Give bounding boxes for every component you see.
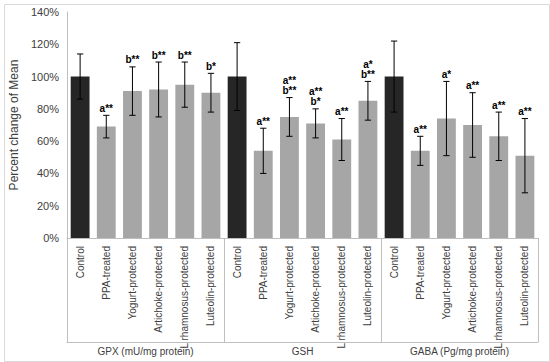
svg-text:a*: a*: [442, 69, 452, 80]
svg-text:Control: Control: [75, 246, 86, 278]
svg-text:100%: 100%: [31, 71, 59, 83]
svg-text:20%: 20%: [37, 200, 59, 212]
svg-text:a**: a**: [308, 86, 323, 98]
svg-text:a**: a**: [466, 80, 479, 91]
svg-text:b**: b**: [125, 54, 139, 65]
svg-text:60%: 60%: [37, 135, 59, 147]
svg-text:Percent change of Mean: Percent change of Mean: [7, 60, 21, 191]
svg-text:140%: 140%: [31, 6, 59, 18]
svg-text:40%: 40%: [37, 167, 59, 179]
svg-text:a**: a**: [282, 75, 297, 87]
svg-text:Artichoke-protected: Artichoke-protected: [467, 246, 478, 333]
svg-text:Luteolin-protected: Luteolin-protected: [362, 246, 373, 326]
svg-text:120%: 120%: [31, 38, 59, 50]
svg-text:Yogurt-protected: Yogurt-protected: [441, 246, 452, 320]
svg-text:Yogurt-protected: Yogurt-protected: [284, 246, 295, 320]
svg-text:Artichoke-protected: Artichoke-protected: [310, 246, 321, 333]
svg-text:Luteolin-protected: Luteolin-protected: [205, 246, 216, 326]
svg-text:Control: Control: [232, 246, 243, 278]
svg-text:Artichoke-protected: Artichoke-protected: [153, 246, 164, 333]
svg-text:L rhamnosus-protected: L rhamnosus-protected: [336, 246, 347, 348]
svg-text:a**: a**: [335, 106, 348, 117]
svg-text:PPA-treated: PPA-treated: [258, 246, 269, 300]
svg-text:L rhamnosus-protected: L rhamnosus-protected: [493, 246, 504, 348]
svg-text:a*: a*: [363, 58, 373, 70]
svg-text:80%: 80%: [37, 103, 59, 115]
svg-text:a**: a**: [100, 103, 113, 114]
svg-text:a**: a**: [414, 124, 427, 135]
svg-text:Control: Control: [389, 246, 400, 278]
svg-text:Yogurt-protected: Yogurt-protected: [127, 246, 138, 320]
svg-text:b**: b**: [178, 50, 192, 61]
svg-text:0%: 0%: [43, 232, 59, 244]
svg-text:b*: b*: [206, 61, 216, 72]
svg-text:b**: b**: [152, 50, 166, 61]
svg-text:PPA-treated: PPA-treated: [415, 246, 426, 300]
svg-text:GPX (mU/mg protein): GPX (mU/mg protein): [97, 346, 193, 357]
svg-text:a**: a**: [257, 116, 270, 127]
svg-text:GSH: GSH: [292, 346, 314, 357]
svg-text:b**: b**: [282, 85, 296, 96]
svg-text:PPA-treated: PPA-treated: [101, 246, 112, 300]
svg-text:L rhamnosus-protected: L rhamnosus-protected: [179, 246, 190, 348]
svg-text:b**: b**: [361, 69, 375, 80]
svg-text:GABA (Pg/mg protein): GABA (Pg/mg protein): [410, 346, 509, 357]
svg-text:a**: a**: [492, 100, 505, 111]
svg-text:b*: b*: [311, 96, 321, 107]
svg-text:a**: a**: [518, 106, 531, 117]
svg-text:Luteolin-protected: Luteolin-protected: [519, 246, 530, 326]
